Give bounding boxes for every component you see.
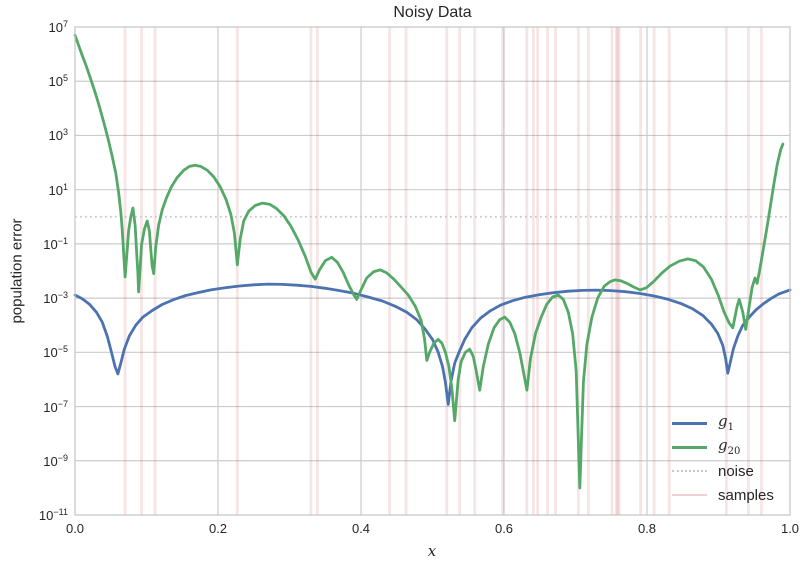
legend-swatch-g20: [672, 445, 707, 449]
x-tick-label: 0.4: [351, 521, 371, 536]
x-tick-label: 1.0: [780, 521, 800, 536]
y-tick-label: 10−1: [43, 235, 68, 253]
x-axis-label: x: [427, 542, 437, 560]
y-tick-label: 10−11: [38, 506, 68, 524]
series-g1-curve: [73, 282, 792, 406]
chart-title: Noisy Data: [393, 4, 472, 21]
y-tick-label: 107: [48, 18, 68, 36]
y-tick-label: 105: [48, 73, 68, 90]
legend-swatch-samples: [672, 494, 707, 496]
y-tick-label: 10−3: [43, 289, 68, 307]
legend-label-g1: g1: [718, 411, 734, 433]
y-tick-label: 10−7: [43, 398, 68, 415]
x-tick-label: 0.2: [208, 521, 228, 536]
x-tick-label: 0.8: [637, 521, 657, 536]
y-tick-label: 101: [48, 181, 68, 198]
legend-item-g20: g20: [650, 435, 774, 459]
legend: g1 g20 noise samples: [650, 411, 774, 507]
y-tick-label: 10−9: [43, 452, 68, 469]
legend-label-samples: samples: [718, 486, 774, 504]
y-tick-label: 10−5: [43, 344, 68, 361]
y-axis-label: population error: [8, 218, 26, 324]
legend-item-samples: samples: [650, 483, 774, 507]
legend-label-g20: g20: [718, 435, 741, 457]
axes-spines: [74, 26, 791, 516]
legend-label-noise: noise: [718, 462, 754, 480]
legend-swatch-g1: [672, 421, 707, 425]
legend-item-g1: g1: [650, 411, 774, 435]
y-tick-label: 103: [48, 127, 68, 144]
x-tick-label: 0.6: [494, 521, 514, 536]
series-g20-curve: [73, 33, 785, 490]
legend-item-noise: noise: [650, 459, 774, 483]
x-tick-label: 0.0: [65, 521, 85, 536]
legend-swatch-noise: [672, 470, 707, 472]
